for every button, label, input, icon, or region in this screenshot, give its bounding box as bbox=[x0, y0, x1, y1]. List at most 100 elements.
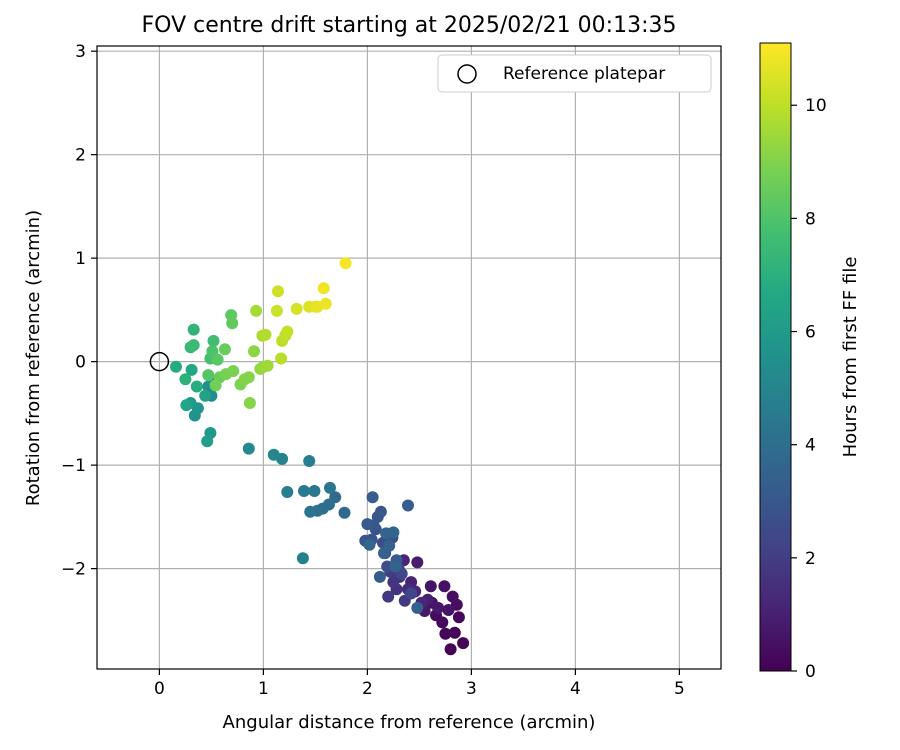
scatter-point bbox=[424, 580, 437, 593]
scatter-point bbox=[259, 328, 272, 341]
scatter-point bbox=[383, 539, 396, 552]
scatter-point bbox=[243, 397, 256, 409]
legend-marker-icon bbox=[457, 64, 477, 84]
scatter-point bbox=[402, 499, 414, 512]
chart-title: FOV centre drift starting at 2025/02/21 … bbox=[142, 13, 677, 38]
scatter-point bbox=[201, 435, 214, 448]
scatter-point bbox=[339, 257, 352, 270]
scatter-point bbox=[405, 587, 418, 600]
scatter-point bbox=[389, 560, 402, 573]
scatter-point bbox=[267, 448, 280, 461]
scatter-point bbox=[180, 399, 193, 412]
scatter-point bbox=[324, 481, 336, 494]
colorbar: 0 2 4 6 8 10 Hours from first FF file bbox=[759, 42, 861, 682]
x-tick-label: 2 bbox=[362, 679, 373, 699]
scatter-point bbox=[439, 627, 452, 640]
scatter-point bbox=[218, 343, 231, 356]
scatter-point bbox=[281, 486, 294, 498]
scatter-point bbox=[250, 304, 263, 317]
x-axis-label: Angular distance from reference (arcmin) bbox=[223, 712, 596, 733]
scatter-point bbox=[373, 570, 386, 583]
scatter-point bbox=[227, 365, 240, 377]
scatter-point bbox=[242, 442, 255, 455]
y-tick-label: 1 bbox=[75, 249, 86, 269]
grid bbox=[97, 46, 721, 669]
scatter-point bbox=[226, 317, 239, 330]
x-tick-label: 3 bbox=[466, 679, 477, 699]
colorbar-tick-label: 2 bbox=[805, 549, 816, 569]
colorbar-ticks: 0 2 4 6 8 10 bbox=[791, 96, 827, 682]
scatter-point bbox=[270, 304, 283, 317]
scatter-point bbox=[303, 455, 316, 467]
scatter-point bbox=[361, 518, 374, 531]
x-tick-label: 0 bbox=[154, 679, 165, 699]
scatter-point bbox=[170, 360, 182, 373]
scatter-point bbox=[304, 505, 317, 518]
scatter-point bbox=[457, 637, 470, 650]
plot-area: 0 1 2 3 4 5 −2 −1 0 1 2 3 bbox=[61, 42, 722, 699]
scatter-point bbox=[187, 323, 200, 336]
scatter-point bbox=[442, 604, 455, 616]
legend-box bbox=[437, 54, 712, 93]
scatter-point bbox=[290, 302, 303, 315]
scatter-point bbox=[199, 389, 212, 402]
y-tick-label: 0 bbox=[75, 353, 86, 373]
scatter-point bbox=[446, 590, 459, 603]
colorbar-tick-label: 6 bbox=[805, 323, 816, 343]
y-tick-label: −1 bbox=[61, 456, 86, 476]
scatter-point bbox=[275, 352, 288, 365]
scatter-point bbox=[296, 552, 309, 565]
scatter-point bbox=[374, 505, 387, 518]
scatter-point bbox=[207, 334, 220, 347]
scatter-point bbox=[308, 485, 321, 497]
scatter-point bbox=[317, 282, 330, 295]
y-axis-ticks: −2 −1 0 1 2 3 bbox=[61, 42, 97, 580]
scatter-point bbox=[411, 556, 424, 569]
colorbar-label: Hours from first FF file bbox=[840, 257, 861, 458]
y-tick-label: 2 bbox=[75, 146, 86, 166]
reference-platepar-marker bbox=[149, 351, 170, 372]
scatter-point bbox=[444, 643, 457, 656]
x-axis-ticks: 0 1 2 3 4 5 bbox=[154, 669, 685, 699]
y-tick-label: −2 bbox=[61, 560, 86, 580]
scatter-point bbox=[261, 359, 274, 372]
scatter-point bbox=[411, 601, 424, 614]
y-tick-label: 3 bbox=[75, 42, 86, 62]
scatter-point bbox=[190, 380, 203, 393]
scatter-point bbox=[272, 285, 284, 298]
scatter-point bbox=[448, 626, 461, 639]
scatter-point bbox=[209, 379, 222, 392]
x-tick-label: 5 bbox=[674, 679, 685, 699]
legend-label: Reference platepar bbox=[503, 64, 665, 84]
scatter-point bbox=[187, 339, 200, 352]
scatter-point bbox=[179, 373, 192, 386]
scatter-point bbox=[381, 560, 394, 573]
x-tick-label: 1 bbox=[258, 679, 269, 699]
colorbar-tick-label: 4 bbox=[805, 436, 816, 456]
x-tick-label: 4 bbox=[570, 679, 581, 699]
y-axis-label: Rotation from reference (arcmin) bbox=[23, 210, 44, 506]
colorbar-tick-label: 10 bbox=[805, 96, 827, 116]
axes-frame bbox=[96, 45, 722, 670]
scatter-point bbox=[438, 580, 451, 593]
legend: Reference platepar bbox=[437, 54, 712, 93]
scatter-point bbox=[281, 325, 294, 338]
scatter-point bbox=[387, 526, 400, 539]
scatter-point bbox=[242, 371, 255, 384]
scatter-point bbox=[211, 353, 224, 366]
scatter-point bbox=[319, 297, 332, 310]
scatter-point bbox=[452, 611, 465, 624]
scatter-point bbox=[363, 538, 376, 551]
scatter-point bbox=[387, 576, 400, 589]
scatter-point bbox=[366, 491, 379, 504]
colorbar-tick-label: 8 bbox=[805, 209, 816, 229]
colorbar-tick-label: 0 bbox=[805, 662, 816, 682]
scatter-point bbox=[248, 345, 260, 358]
scatter-point bbox=[382, 590, 395, 603]
scatter-point bbox=[185, 363, 198, 376]
scatter-points bbox=[170, 257, 470, 656]
scatter-point bbox=[432, 601, 445, 614]
colorbar-gradient bbox=[759, 42, 792, 672]
scatter-point bbox=[202, 369, 215, 382]
